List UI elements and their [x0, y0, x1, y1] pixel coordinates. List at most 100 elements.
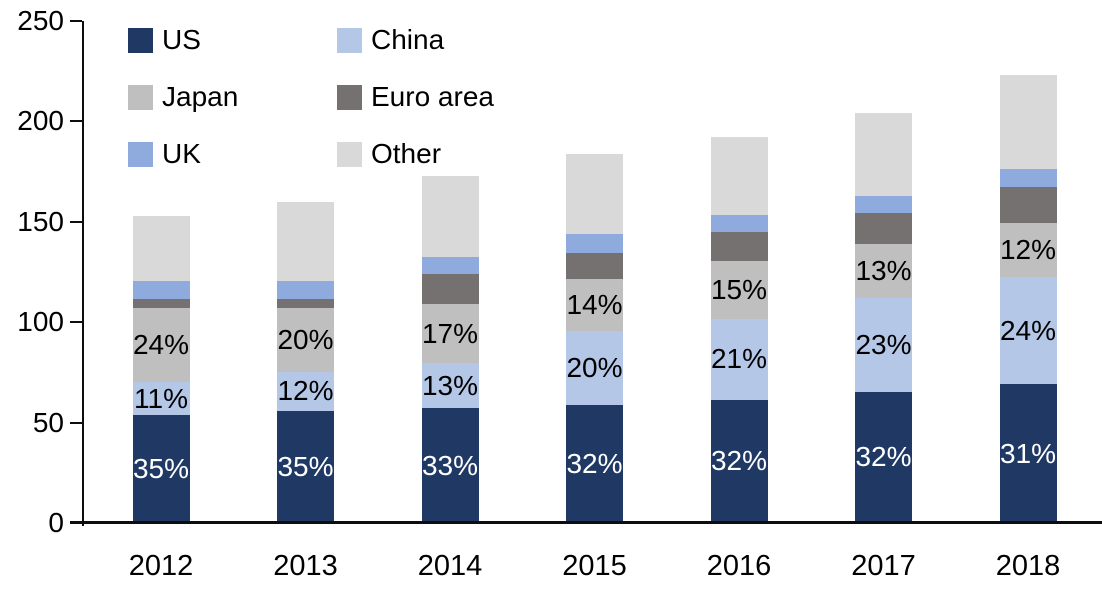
segment-label-japan-2015: 14%	[566, 288, 623, 320]
segment-label-us-2012: 35%	[132, 453, 190, 485]
bar-segment-euro-area-2016	[710, 232, 768, 261]
segment-label-china-2018: 24%	[999, 314, 1057, 346]
legend-item-us: US	[128, 26, 201, 54]
segment-label-japan-2017: 13%	[855, 255, 912, 287]
segment-label-us-2014: 33%	[421, 449, 479, 481]
legend-swatch-us	[128, 27, 153, 53]
segment-label-china-2016: 21%	[710, 343, 768, 375]
bar-segment-uk-2016	[710, 214, 768, 233]
bar-segment-euro-area-2012	[132, 298, 190, 308]
bar-segment-us-2014	[421, 408, 479, 523]
legend-label-other: Other	[371, 138, 442, 169]
y-axis-label: 250	[17, 5, 64, 36]
bar-segment-china-2013	[277, 371, 334, 411]
bar-segment-uk-2012	[132, 280, 190, 299]
bar-segment-other-2015	[566, 153, 623, 234]
bar-segment-japan-2013	[277, 307, 334, 372]
legend-swatch-japan	[128, 84, 153, 110]
bar-segment-china-2017	[855, 297, 912, 392]
bar-segment-japan-2017	[855, 244, 912, 298]
x-axis-label-2017: 2017	[851, 550, 916, 582]
x-axis-label-2014: 2014	[417, 550, 483, 582]
bar-segment-japan-2018	[999, 223, 1057, 277]
bar-segment-japan-2016	[710, 260, 768, 319]
bar-segment-uk-2013	[277, 280, 334, 299]
y-axis-label: 100	[17, 306, 64, 338]
bar-segment-us-2017	[855, 391, 912, 523]
bar-segment-us-2015	[566, 404, 623, 523]
segment-label-china-2012: 11%	[134, 382, 188, 414]
legend-label-japan: Japan	[162, 81, 239, 112]
bar-segment-uk-2015	[566, 233, 623, 253]
segment-label-japan-2012: 24%	[132, 328, 190, 360]
bar-segment-euro-area-2018	[999, 186, 1057, 223]
segment-label-us-2013: 35%	[277, 450, 334, 482]
segment-label-china-2017: 23%	[855, 328, 912, 360]
bar-segment-china-2012	[132, 381, 190, 416]
segment-label-japan-2013: 20%	[277, 323, 334, 355]
bar-segment-china-2016	[710, 318, 768, 400]
bar-segment-japan-2012	[132, 307, 190, 382]
legend-item-china: China	[337, 26, 444, 54]
legend-swatch-china	[337, 27, 362, 53]
segment-label-china-2015: 20%	[566, 351, 623, 383]
legend-label-euro-area: Euro area	[371, 81, 494, 112]
legend-label-china: China	[371, 24, 445, 55]
bar-segment-other-2018	[999, 75, 1057, 169]
bar-segment-japan-2014	[421, 304, 479, 364]
bar-segment-other-2017	[855, 113, 912, 197]
segment-label-us-2016: 32%	[710, 445, 768, 477]
segment-label-japan-2016: 15%	[710, 273, 768, 305]
segment-label-china-2013: 12%	[277, 375, 334, 407]
segment-label-us-2015: 32%	[566, 447, 623, 479]
bar-segment-china-2015	[566, 330, 623, 405]
bar-segment-other-2013	[277, 201, 334, 281]
x-axis-label-2013: 2013	[273, 550, 338, 582]
legend-label-us: US	[162, 24, 201, 55]
y-axis-label: 200	[17, 105, 64, 137]
legend-item-other: Other	[337, 140, 441, 168]
y-axis-tick	[70, 321, 82, 324]
x-axis-label-2018: 2018	[995, 550, 1061, 582]
legend-item-uk: UK	[128, 140, 201, 168]
bar-segment-uk-2017	[855, 196, 912, 214]
segment-label-china-2014: 13%	[421, 369, 479, 401]
x-axis-label-2015: 2015	[562, 550, 627, 582]
segment-label-japan-2014: 17%	[421, 317, 479, 349]
bar-segment-us-2018	[999, 384, 1057, 523]
bar-segment-uk-2014	[421, 256, 479, 274]
bar-segment-uk-2018	[999, 168, 1057, 187]
bar-segment-china-2018	[999, 276, 1057, 385]
bar-segment-us-2013	[277, 410, 334, 523]
legend-item-japan: Japan	[128, 83, 238, 111]
bar-segment-japan-2015	[566, 279, 623, 331]
legend-swatch-other	[337, 141, 362, 167]
legend-swatch-euro-area	[337, 84, 362, 110]
x-axis-line	[70, 521, 1102, 524]
legend-swatch-uk	[128, 141, 153, 167]
bar-segment-euro-area-2015	[566, 252, 623, 280]
y-axis-line	[82, 21, 84, 526]
bar-segment-other-2014	[421, 175, 479, 257]
bar-segment-euro-area-2017	[855, 213, 912, 245]
y-axis-label: 150	[17, 205, 64, 237]
x-axis-label-2016: 2016	[706, 550, 772, 582]
y-axis-label: 50	[32, 406, 64, 438]
bar-segment-other-2016	[710, 137, 768, 215]
y-axis-tick	[70, 20, 82, 22]
segment-label-us-2017: 32%	[855, 441, 912, 473]
y-axis-tick	[70, 421, 82, 424]
legend-item-euro-area: Euro area	[337, 83, 494, 111]
segment-label-us-2018: 31%	[999, 437, 1057, 469]
bar-segment-us-2016	[710, 399, 768, 523]
bar-segment-us-2012	[132, 415, 190, 523]
x-axis-label-2012: 2012	[128, 550, 194, 582]
y-axis-label: 0	[48, 507, 64, 538]
bar-segment-other-2012	[132, 215, 190, 281]
bar-segment-euro-area-2014	[421, 274, 479, 305]
bar-segment-china-2014	[421, 363, 479, 409]
legend-label-uk: UK	[162, 138, 201, 169]
y-axis-tick	[70, 220, 82, 223]
bar-segment-euro-area-2013	[277, 298, 334, 308]
